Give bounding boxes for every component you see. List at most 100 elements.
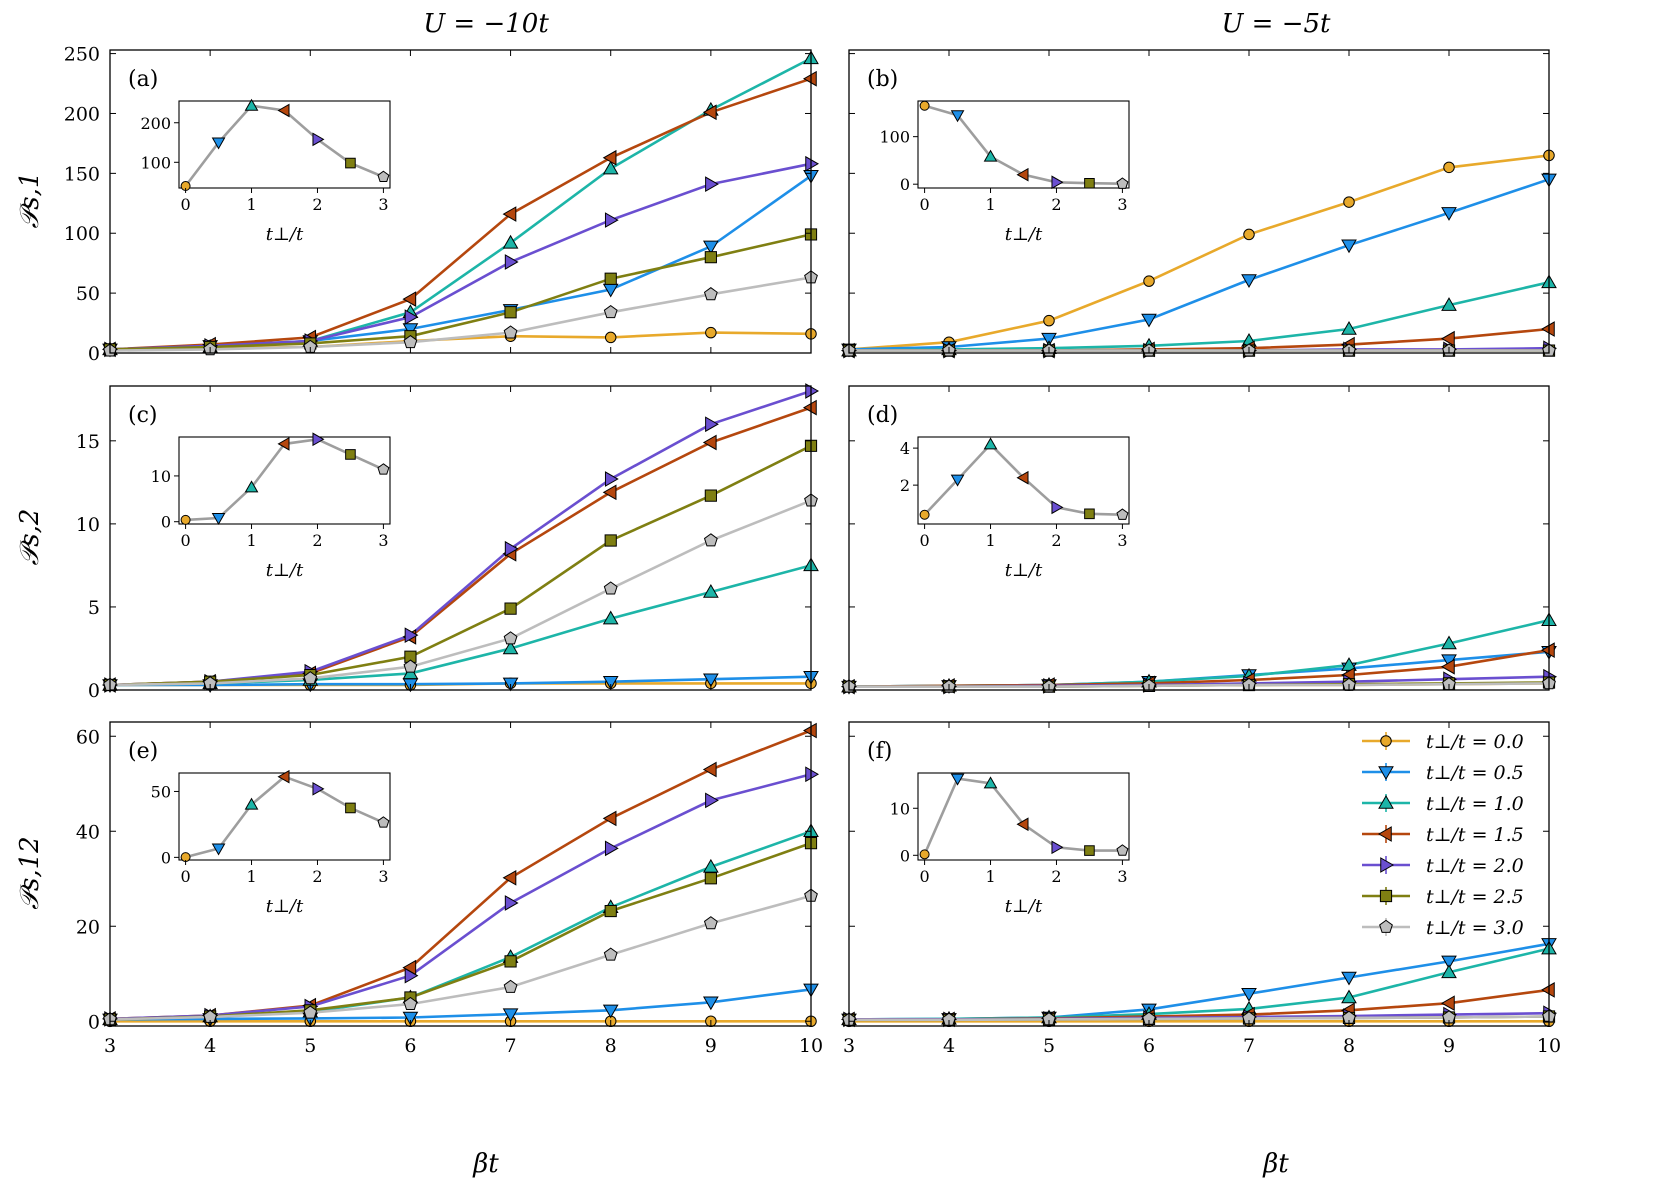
data-point (1441, 635, 1457, 650)
data-point (602, 810, 617, 827)
inset-x-tick-label: 0 (181, 867, 191, 886)
y-axis-label: 𝒫s,2 (15, 509, 45, 566)
inset-y-tick-label: 100 (879, 128, 910, 147)
inset-x-label: t⊥/t (266, 224, 304, 245)
data-point (504, 602, 517, 615)
data-point (705, 792, 719, 809)
inset-point (983, 437, 998, 450)
data-point (1341, 657, 1357, 671)
inset-x-tick-label: 1 (246, 531, 256, 550)
inset-point (1016, 167, 1029, 182)
inset-y-tick-label: 100 (140, 153, 171, 172)
inset-point (345, 449, 356, 460)
series-line-0 (848, 154, 1550, 351)
data-point (504, 540, 519, 557)
inset-y-tick-label: 0 (900, 175, 910, 194)
series-line-2 (109, 564, 812, 687)
x-tick-label: 7 (1243, 1035, 1255, 1057)
y-tick-label: 0 (88, 343, 100, 365)
inset-point (211, 513, 226, 526)
inset-frame (178, 436, 391, 525)
data-point (1341, 989, 1357, 1004)
data-point (702, 761, 717, 778)
data-point (703, 287, 718, 301)
inset-point (983, 149, 998, 162)
inset-y-tick-label: 10 (890, 799, 910, 818)
inset-x-tick-label: 3 (1117, 195, 1127, 214)
series-line-5 (109, 444, 812, 687)
y-tick-label: 60 (76, 726, 100, 748)
inset-x-tick-label: 1 (246, 195, 256, 214)
data-point (602, 484, 617, 501)
panel-label: (f) (867, 739, 892, 764)
panel-a: 0 50 100 150 200 250 (a) 𝒫s,1 0 1 2 3 100 200 t⊥/t (15, 44, 820, 365)
data-point (403, 996, 418, 1011)
inset-point (277, 437, 290, 451)
data-point (1440, 995, 1455, 1012)
inset-y-tick-label: 4 (900, 439, 910, 458)
data-point (604, 272, 617, 285)
panel-label: (c) (128, 403, 158, 428)
panel-d: (d) 0 1 2 3 2 4 t⊥/t (840, 385, 1558, 695)
y-tick-label: 5 (88, 597, 100, 619)
inset-point (919, 100, 930, 111)
inset-x-tick-label: 3 (1117, 867, 1127, 886)
inset-point (345, 802, 356, 814)
inset-x-tick-label: 2 (1051, 195, 1061, 214)
column-title-left: U = −10t (423, 9, 549, 39)
inset-point (345, 157, 356, 169)
data-point (1243, 228, 1255, 241)
data-point (604, 840, 619, 857)
inset-frame (917, 772, 1130, 861)
data-point (702, 104, 717, 121)
inset-point (1116, 508, 1129, 520)
inset-point (1084, 845, 1095, 856)
inset: 0 1 2 3 0 100 t⊥/t (879, 100, 1130, 245)
data-point (1343, 196, 1355, 208)
data-point (702, 858, 719, 873)
inset-x-tick-label: 1 (985, 195, 995, 214)
inset-point (244, 98, 259, 111)
x-tick-label: 4 (204, 1035, 216, 1057)
data-point (502, 1008, 519, 1023)
inset-y-tick-label: 200 (140, 114, 171, 133)
x-tick-label: 6 (1143, 1035, 1155, 1057)
inset-y-tick-label: 50 (151, 782, 171, 801)
inset-point (919, 509, 930, 520)
data-point (402, 291, 417, 307)
inset-x-tick-label: 3 (378, 867, 388, 886)
data-point (1241, 274, 1257, 288)
data-point (1540, 642, 1555, 658)
inset-point (983, 776, 998, 789)
data-point (303, 1005, 318, 1019)
inset-x-label: t⊥/t (1005, 224, 1043, 245)
data-point (602, 610, 619, 625)
inset-x-tick-label: 2 (312, 867, 322, 886)
data-point (1441, 964, 1457, 979)
inset-point (244, 797, 259, 810)
x-tick-label: 6 (404, 1035, 416, 1057)
data-point (502, 640, 519, 655)
data-point (504, 306, 517, 319)
data-point (1341, 321, 1357, 335)
x-tick-label: 7 (505, 1035, 517, 1057)
y-tick-label: 15 (76, 431, 100, 453)
inset-x-tick-label: 1 (985, 867, 995, 886)
data-point (504, 254, 519, 270)
inset-x-tick-label: 0 (920, 867, 930, 886)
y-axis-label: 𝒫s,1 (15, 172, 45, 229)
legend-marker (1379, 919, 1393, 933)
inset-point (950, 110, 965, 123)
x-tick-label: 4 (943, 1035, 955, 1057)
data-point (703, 916, 718, 930)
x-axis-label-left: βt (472, 1149, 499, 1179)
data-point (1441, 297, 1457, 311)
x-tick-label: 5 (1043, 1035, 1055, 1057)
plot-frame (109, 49, 812, 354)
data-point (705, 176, 719, 192)
inset: 0 1 2 3 2 4 t⊥/t (900, 436, 1130, 581)
data-point (1540, 321, 1555, 337)
data-point (1141, 313, 1157, 328)
data-point (404, 309, 419, 325)
